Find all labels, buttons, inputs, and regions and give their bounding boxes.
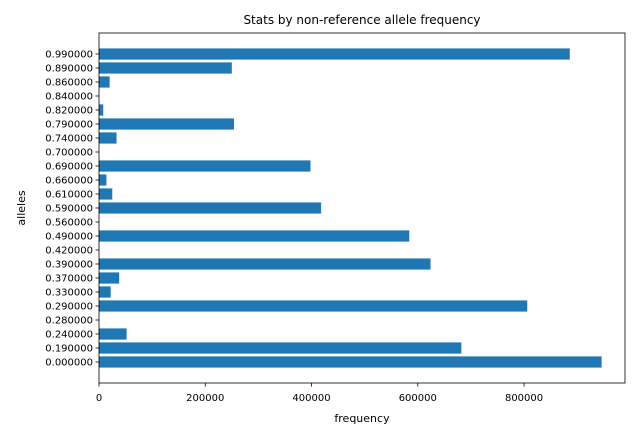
bar-0.240000 xyxy=(99,328,127,340)
x-tick-label: 400000 xyxy=(292,393,330,404)
y-axis-label: alleles xyxy=(15,190,28,225)
y-axis-ticks: 0.000000 0.190000 0.240000 0.280000 0.290000… xyxy=(45,50,99,369)
x-tick-label: 200000 xyxy=(186,393,224,404)
bars-group xyxy=(99,48,602,368)
y-tick-label: 0.590000 xyxy=(45,204,93,215)
y-tick-label: 0.290000 xyxy=(45,302,93,313)
y-tick-label: 0.370000 xyxy=(45,274,93,285)
y-tick-label: 0.860000 xyxy=(45,78,93,89)
bar-0.860000 xyxy=(99,76,110,88)
x-tick-label: 600000 xyxy=(399,393,437,404)
chart-title: Stats by non-reference allele frequency xyxy=(243,13,480,27)
y-tick-label: 0.660000 xyxy=(45,176,93,187)
y-tick-label: 0.890000 xyxy=(45,64,93,75)
x-axis-label: frequency xyxy=(334,412,390,425)
y-tick-label: 0.490000 xyxy=(45,232,93,243)
bar-0.370000 xyxy=(99,272,120,284)
y-tick-label: 0.330000 xyxy=(45,288,93,299)
y-tick-label: 0.820000 xyxy=(45,106,93,117)
bar-0.000000 xyxy=(99,356,602,368)
y-tick-label: 0.740000 xyxy=(45,134,93,145)
bar-0.740000 xyxy=(99,132,117,144)
y-tick-label: 0.000000 xyxy=(45,358,93,369)
bar-0.390000 xyxy=(99,258,431,270)
y-tick-label: 0.990000 xyxy=(45,50,93,61)
y-tick-label: 0.790000 xyxy=(45,120,93,131)
x-tick-label: 0 xyxy=(96,393,102,404)
bar-0.990000 xyxy=(99,48,570,60)
y-tick-label: 0.280000 xyxy=(45,316,93,327)
y-tick-label: 0.560000 xyxy=(45,218,93,229)
bar-0.820000 xyxy=(99,104,104,116)
bar-0.490000 xyxy=(99,230,410,242)
y-tick-label: 0.690000 xyxy=(45,162,93,173)
bar-0.290000 xyxy=(99,300,528,312)
y-tick-label: 0.390000 xyxy=(45,260,93,271)
y-tick-label: 0.840000 xyxy=(45,92,93,103)
x-tick-label: 800000 xyxy=(505,393,543,404)
y-tick-label: 0.240000 xyxy=(45,330,93,341)
bar-0.790000 xyxy=(99,118,234,130)
plot-frame xyxy=(98,32,626,384)
y-tick-label: 0.190000 xyxy=(45,344,93,355)
bar-0.890000 xyxy=(99,62,232,74)
bar-0.190000 xyxy=(99,342,462,354)
y-tick-label: 0.610000 xyxy=(45,190,93,201)
bar-0.660000 xyxy=(99,174,107,186)
bar-0.330000 xyxy=(99,286,111,298)
bar-0.610000 xyxy=(99,188,113,200)
y-tick-label: 0.700000 xyxy=(45,148,93,159)
x-axis-ticks: 0 200000 400000 600000 800000 xyxy=(96,383,543,404)
bar-0.590000 xyxy=(99,202,322,214)
bar-0.690000 xyxy=(99,160,311,172)
y-tick-label: 0.420000 xyxy=(45,246,93,257)
